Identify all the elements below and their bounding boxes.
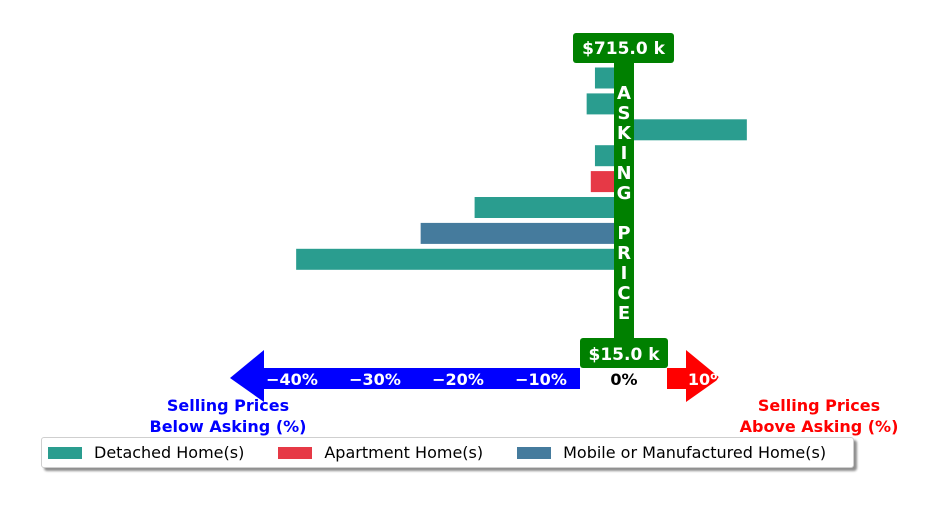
above-asking-label: Selling Prices: [758, 396, 880, 415]
price-top-box: [573, 33, 674, 63]
x-tick-label: −30%: [349, 370, 401, 389]
asking-price-letter: A: [617, 83, 631, 104]
above-arrow-head: [686, 350, 720, 402]
asking-price-letter: K: [617, 123, 632, 144]
x-tick-labels: −40% −30% −20% −10% 0% 10%: [266, 370, 726, 389]
legend-item-detached: Detached Home(s): [48, 443, 244, 462]
direction-arrows: [230, 350, 720, 402]
x-tick-label: 10%: [688, 370, 726, 389]
asking-price-letter: N: [616, 163, 631, 184]
asking-price-letter: G: [617, 183, 632, 204]
asking-price-letter: E: [618, 303, 630, 324]
bar-detached: [296, 248, 624, 270]
x-tick-label: 0%: [610, 370, 637, 389]
asking-price-letter: C: [617, 283, 630, 304]
legend-label-mobile: Mobile or Manufactured Home(s): [563, 443, 827, 462]
bar-detached: [624, 119, 747, 141]
bar-detached: [474, 197, 624, 218]
asking-price-letter: I: [621, 143, 628, 164]
legend-item-apartment: Apartment Home(s): [278, 443, 483, 462]
asking-price-letter: P: [617, 223, 630, 244]
asking-price-letter: I: [621, 263, 628, 284]
below-asking-label: Below Asking (%): [150, 417, 307, 436]
x-tick-label: −20%: [432, 370, 484, 389]
legend: Detached Home(s) Apartment Home(s) Mobil…: [41, 437, 854, 468]
asking-price-column: [614, 62, 634, 342]
x-tick-label: −10%: [515, 370, 567, 389]
asking-price-letter: S: [618, 103, 631, 124]
price-labels: $715.0 k $15.0 k: [573, 33, 674, 368]
side-labels: Selling Prices Below Asking (%) Selling Pr…: [150, 396, 899, 436]
legend-label-detached: Detached Home(s): [94, 443, 245, 462]
price-top-label: $715.0 k: [582, 39, 666, 59]
legend-label-apartment: Apartment Home(s): [324, 443, 484, 462]
legend-item-mobile: Mobile or Manufactured Home(s): [517, 443, 826, 462]
legend-swatch-detached: [48, 446, 82, 459]
x-tick-label: −40%: [266, 370, 318, 389]
legend-swatch-mobile: [517, 446, 552, 459]
above-arrow-shaft: [667, 368, 689, 389]
bar-mobile: [420, 222, 624, 244]
above-asking-label: Above Asking (%): [740, 417, 899, 436]
legend-swatch-apartment: [278, 446, 313, 459]
price-bottom-label: $15.0 k: [589, 345, 661, 365]
bar-group: [296, 67, 747, 270]
asking-price-letter: R: [617, 243, 631, 264]
below-arrow-shaft: [262, 368, 580, 389]
price-bottom-box: [580, 338, 668, 368]
below-asking-label: Selling Prices: [167, 396, 289, 415]
below-arrow-head: [230, 350, 264, 402]
